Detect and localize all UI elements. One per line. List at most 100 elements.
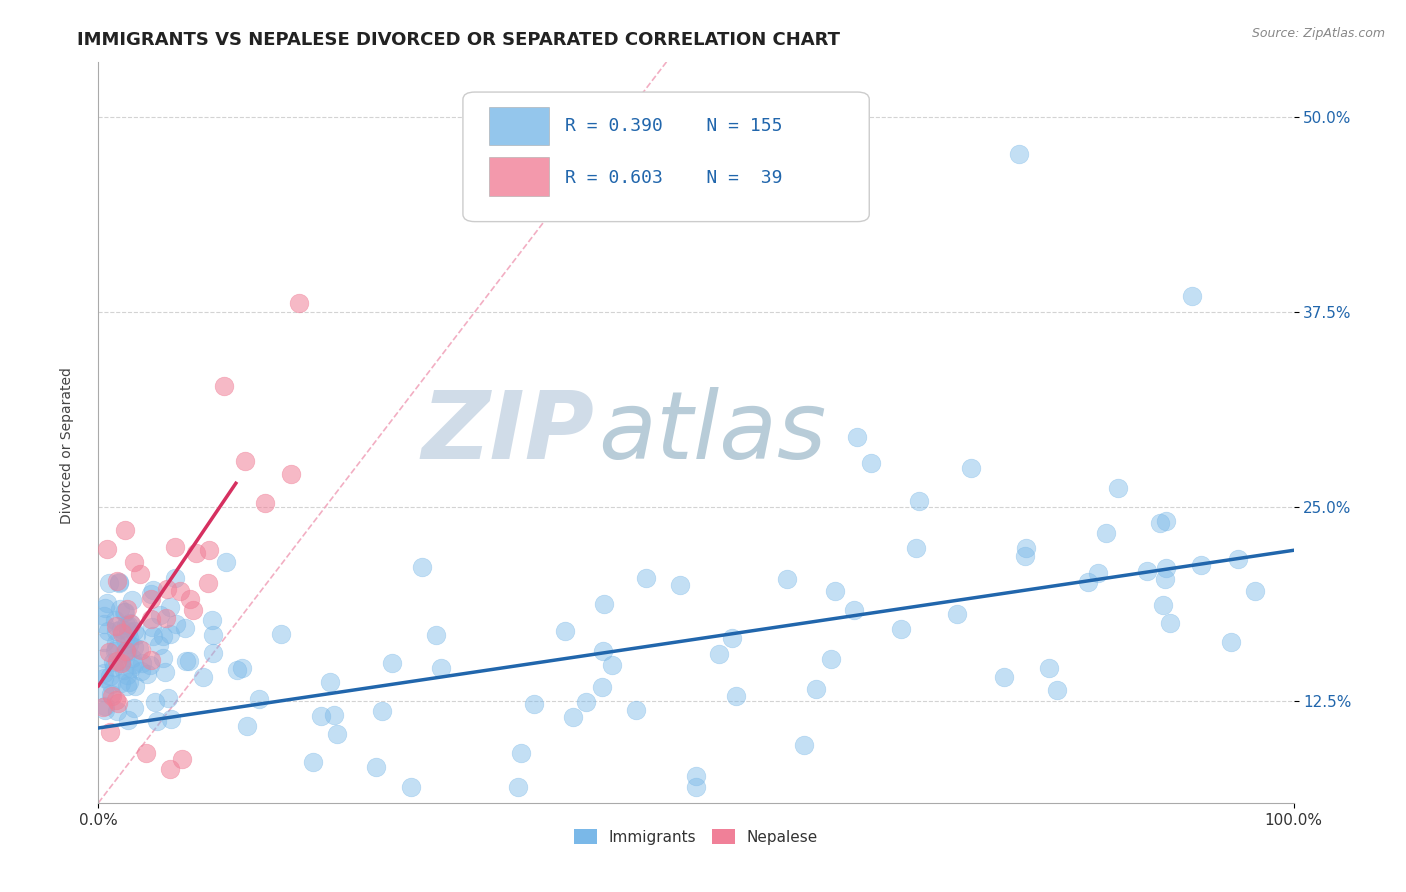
Point [94, 600, 117, 615]
Point [562, 709, 585, 723]
Point [165, 617, 187, 632]
Point [215, 555, 238, 569]
Point [139, 653, 162, 667]
Point [725, 689, 748, 703]
Point [121, 650, 143, 665]
Point [890, 622, 912, 636]
Point [96, 596, 118, 610]
Point [114, 523, 136, 537]
Point [1244, 584, 1267, 599]
Point [233, 454, 256, 468]
Point [1189, 558, 1212, 572]
Point [575, 695, 598, 709]
Point [288, 296, 311, 310]
Point [201, 613, 224, 627]
Point [309, 709, 332, 723]
Point [1149, 516, 1171, 531]
Point [1154, 561, 1177, 575]
Point [181, 603, 204, 617]
Point [129, 643, 152, 657]
Point [326, 727, 349, 741]
Point [153, 665, 176, 680]
Point [103, 660, 125, 674]
Point [430, 661, 453, 675]
Point [177, 654, 200, 668]
Point [253, 496, 276, 510]
Point [94, 703, 117, 717]
Point [100, 687, 122, 701]
Legend: Immigrants, Nepalese: Immigrants, Nepalese [568, 822, 824, 851]
Point [860, 456, 883, 470]
Point [685, 780, 707, 795]
Point [104, 692, 127, 706]
Point [105, 704, 128, 718]
Point [720, 631, 742, 645]
Point [157, 691, 180, 706]
Point [98, 645, 121, 659]
Point [115, 644, 138, 658]
Point [117, 668, 139, 682]
Point [301, 756, 323, 770]
Point [202, 646, 225, 660]
Point [600, 657, 623, 672]
Point [1087, 566, 1109, 580]
Point [592, 644, 614, 658]
Point [118, 632, 141, 646]
Text: Source: ZipAtlas.com: Source: ZipAtlas.com [1251, 27, 1385, 40]
Text: IMMIGRANTS VS NEPALESE DIVORCED OR SEPARATED CORRELATION CHART: IMMIGRANTS VS NEPALESE DIVORCED OR SEPAR… [77, 31, 841, 49]
Point [93, 609, 115, 624]
Text: Divorced or Separated: Divorced or Separated [60, 368, 75, 524]
Point [401, 780, 423, 795]
Point [148, 638, 170, 652]
Point [146, 714, 169, 729]
Point [98, 576, 121, 591]
Point [94, 699, 117, 714]
Point [97, 624, 120, 638]
Point [93, 685, 115, 699]
Point [993, 670, 1015, 684]
Point [1153, 572, 1175, 586]
Point [323, 708, 346, 723]
Point [115, 617, 138, 632]
Point [523, 697, 546, 711]
Point [946, 607, 969, 621]
Point [131, 664, 153, 678]
Point [107, 576, 129, 591]
Point [108, 602, 131, 616]
Point [1014, 541, 1036, 556]
Point [960, 460, 983, 475]
Point [117, 602, 139, 616]
Point [121, 592, 143, 607]
Point [110, 676, 132, 690]
Point [1152, 598, 1174, 612]
Point [156, 582, 179, 596]
Point [120, 616, 142, 631]
Point [226, 663, 249, 677]
FancyBboxPatch shape [489, 107, 548, 145]
Point [1227, 552, 1250, 566]
Point [112, 664, 135, 678]
Point [1008, 147, 1031, 161]
Point [172, 752, 194, 766]
Point [103, 655, 125, 669]
Point [1136, 564, 1159, 578]
Point [120, 661, 142, 675]
Point [159, 712, 181, 726]
Point [122, 554, 145, 568]
Point [135, 667, 157, 681]
Point [506, 780, 529, 795]
Point [186, 546, 208, 560]
Point [1095, 526, 1118, 541]
Point [554, 624, 576, 639]
Point [138, 658, 160, 673]
Point [122, 640, 145, 654]
Point [105, 636, 128, 650]
Point [142, 628, 165, 642]
Point [1046, 683, 1069, 698]
Point [96, 541, 118, 556]
Point [105, 654, 128, 668]
Point [131, 657, 153, 671]
Text: ZIP: ZIP [422, 386, 595, 479]
Point [142, 583, 165, 598]
Point [108, 574, 131, 589]
